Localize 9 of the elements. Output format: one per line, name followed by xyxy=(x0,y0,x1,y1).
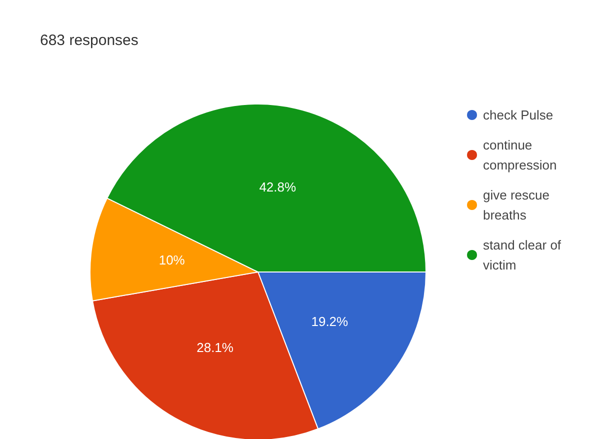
legend-label: check Pulse xyxy=(483,108,554,122)
chart-title: 683 responses xyxy=(40,32,138,49)
legend-label: stand clear of victim xyxy=(483,238,565,272)
legend-label: give rescue breaths xyxy=(483,188,554,222)
legend-label: continue compression xyxy=(483,138,557,172)
data-label: 19.2% xyxy=(311,314,349,329)
data-label: 28.1% xyxy=(196,340,234,356)
data-label: 10% xyxy=(158,252,186,268)
data-label: 42.8% xyxy=(259,180,296,195)
